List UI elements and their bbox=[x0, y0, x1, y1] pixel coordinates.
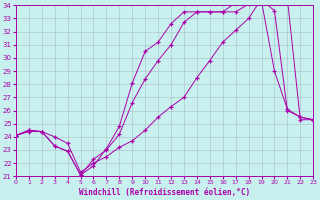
X-axis label: Windchill (Refroidissement éolien,°C): Windchill (Refroidissement éolien,°C) bbox=[79, 188, 250, 197]
